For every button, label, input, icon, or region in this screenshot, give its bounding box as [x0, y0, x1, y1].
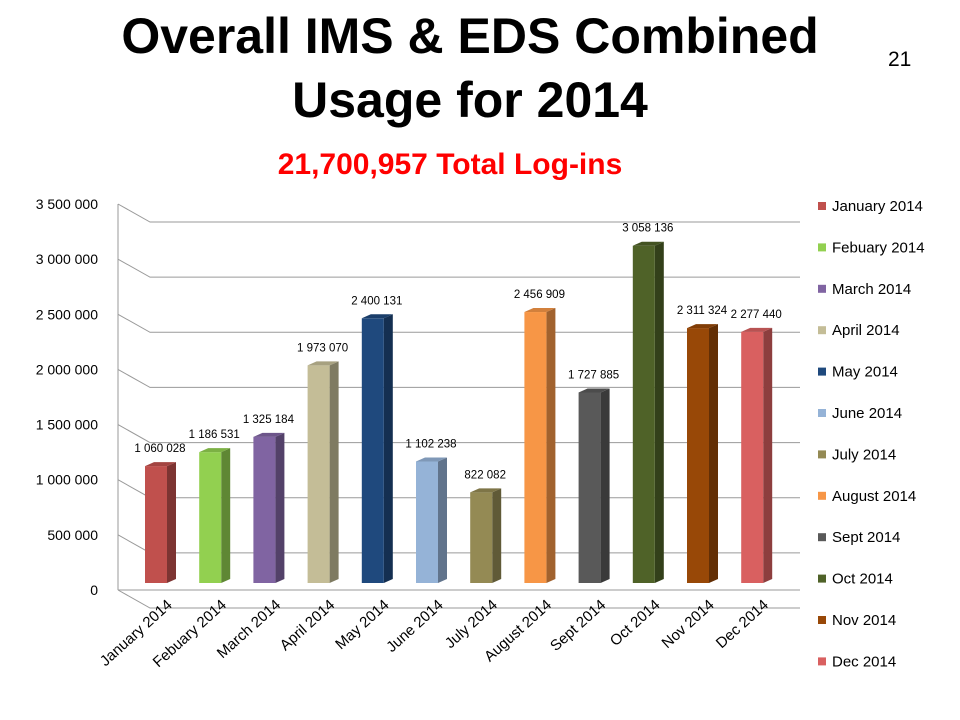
- data-label: 822 082: [464, 469, 506, 481]
- legend-item: January 2014: [818, 198, 923, 215]
- y-tick-label: 2 000 000: [36, 361, 98, 377]
- gridline: [117, 589, 800, 609]
- bar: [253, 432, 285, 583]
- page-number: 21: [888, 48, 912, 71]
- legend-item: August 2014: [818, 488, 916, 505]
- bar: [741, 327, 773, 583]
- legend-swatch: [818, 409, 826, 417]
- bar: [361, 314, 393, 583]
- data-label: 2 400 131: [351, 295, 402, 307]
- legend-item: May 2014: [818, 364, 898, 381]
- y-axis: 0 500 000 1 000 000 1 500 000 2 000 000 2 500…: [36, 196, 800, 598]
- bar: [578, 388, 610, 583]
- legend-label: Oct 2014: [832, 571, 893, 588]
- legend-swatch: [818, 533, 826, 542]
- legend-swatch: [818, 616, 826, 624]
- x-tick-label: Oct 2014: [607, 596, 664, 649]
- gridline: [117, 203, 800, 223]
- x-tick-label: Nov 2014: [659, 596, 718, 652]
- legend-label: March 2014: [832, 281, 911, 298]
- legend-label: May 2014: [832, 364, 898, 381]
- data-label: 1 973 070: [297, 342, 348, 354]
- bar: [632, 241, 664, 583]
- legend-item: Nov 2014: [818, 612, 896, 629]
- gridline: [117, 258, 800, 278]
- legend-label: August 2014: [832, 488, 916, 505]
- bar: [145, 462, 176, 583]
- legend-label: Sept 2014: [832, 529, 900, 546]
- y-tick-label: 3 500 000: [36, 196, 98, 212]
- legend-swatch: [818, 367, 826, 376]
- slide-title-line-1: Overall IMS & EDS Combined: [121, 8, 819, 64]
- y-tick-label: 3 000 000: [36, 251, 98, 267]
- bar: [416, 457, 447, 583]
- legend-label: July 2014: [832, 446, 896, 463]
- legend-swatch: [818, 657, 826, 666]
- legend-item: Febuary 2014: [818, 239, 925, 256]
- gridline: [117, 313, 800, 333]
- legend-item: Sept 2014: [818, 529, 900, 546]
- slide-title: Overall IMS & EDS Combined Usage for 201…: [60, 4, 880, 132]
- y-tick-label: 1 500 000: [36, 417, 98, 433]
- legend-item: July 2014: [818, 446, 896, 463]
- bar: [307, 361, 339, 583]
- data-label: 2 311 324: [677, 305, 728, 317]
- data-label: 1 727 885: [568, 369, 619, 381]
- legend-label: Dec 2014: [832, 653, 896, 670]
- legend-label: Nov 2014: [832, 612, 896, 629]
- x-tick-label: April 2014: [277, 596, 339, 654]
- x-tick-label: June 2014: [383, 596, 446, 656]
- legend-item: March 2014: [818, 281, 911, 298]
- legend-item: Oct 2014: [818, 571, 893, 588]
- x-tick-label: Dec 2014: [713, 596, 772, 652]
- legend-swatch: [818, 491, 826, 500]
- legend-item: Dec 2014: [818, 653, 896, 670]
- y-tick-label: 2 500 000: [36, 306, 98, 322]
- bar: [470, 488, 502, 583]
- data-label: 1 186 531: [189, 429, 240, 441]
- data-label: 2 456 909: [514, 289, 565, 301]
- bar: [524, 308, 556, 583]
- legend-item: April 2014: [818, 322, 900, 339]
- y-tick-label: 1 000 000: [36, 472, 98, 488]
- legend-swatch: [818, 284, 826, 293]
- legend-label: April 2014: [832, 322, 900, 339]
- data-label: 2 277 440: [731, 309, 782, 321]
- legend-item: June 2014: [818, 405, 902, 422]
- legend-swatch: [818, 202, 826, 210]
- legend-label: January 2014: [832, 198, 923, 215]
- chart-title: 21,700,957 Total Log-ins: [277, 148, 623, 181]
- data-label: 1 102 238: [405, 438, 456, 450]
- legend-swatch: [818, 450, 826, 459]
- y-tick-label: 500 000: [47, 527, 98, 543]
- legend-label: June 2014: [832, 405, 902, 422]
- bar: [199, 448, 231, 583]
- slide-title-line-2: Usage for 2014: [292, 72, 648, 128]
- x-tick-label: Sept 2014: [547, 596, 609, 654]
- legend-label: Febuary 2014: [832, 239, 925, 256]
- legend-swatch: [818, 326, 826, 335]
- bars: [145, 241, 773, 583]
- y-tick-label: 0: [90, 582, 98, 598]
- data-label: 3 058 136: [622, 223, 673, 235]
- data-label: 1 325 184: [243, 414, 295, 426]
- bar: [687, 324, 718, 583]
- gridline: [117, 368, 800, 388]
- data-label: 1 060 028: [134, 443, 185, 455]
- legend-swatch: [818, 574, 826, 583]
- legend: January 2014 Febuary 2014 March 2014 April …: [818, 198, 925, 670]
- legend-swatch: [818, 243, 826, 252]
